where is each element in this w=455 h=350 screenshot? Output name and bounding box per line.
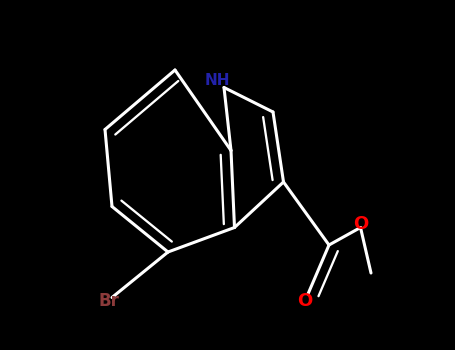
Text: O: O [353, 215, 368, 233]
Text: O: O [297, 292, 312, 310]
Text: Br: Br [98, 292, 119, 310]
Text: NH: NH [204, 73, 230, 88]
